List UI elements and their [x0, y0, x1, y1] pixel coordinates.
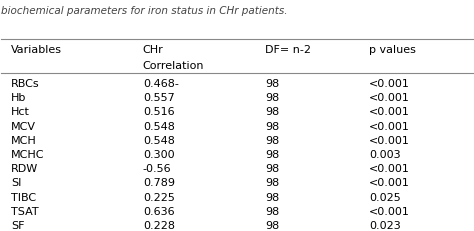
Text: 98: 98 — [265, 107, 280, 117]
Text: 0.548: 0.548 — [143, 136, 174, 146]
Text: <0.001: <0.001 — [369, 107, 410, 117]
Text: 98: 98 — [265, 207, 280, 217]
Text: 0.636: 0.636 — [143, 207, 174, 217]
Text: 0.468-: 0.468- — [143, 79, 179, 89]
Text: <0.001: <0.001 — [369, 93, 410, 103]
Text: 0.789: 0.789 — [143, 179, 175, 188]
Text: Correlation: Correlation — [143, 61, 204, 71]
Text: 0.003: 0.003 — [369, 150, 401, 160]
Text: Hct: Hct — [11, 107, 30, 117]
Text: <0.001: <0.001 — [369, 207, 410, 217]
Text: 98: 98 — [265, 122, 280, 131]
Text: CHr: CHr — [143, 45, 164, 55]
Text: 0.548: 0.548 — [143, 122, 174, 131]
Text: TSAT: TSAT — [11, 207, 38, 217]
Text: SF: SF — [11, 221, 24, 231]
Text: 0.300: 0.300 — [143, 150, 174, 160]
Text: 98: 98 — [265, 221, 280, 231]
Text: biochemical parameters for iron status in CHr patients.: biochemical parameters for iron status i… — [1, 6, 288, 15]
Text: 0.225: 0.225 — [143, 193, 174, 203]
Text: MCHC: MCHC — [11, 150, 44, 160]
Text: MCV: MCV — [11, 122, 36, 131]
Text: 0.025: 0.025 — [369, 193, 401, 203]
Text: SI: SI — [11, 179, 21, 188]
Text: 98: 98 — [265, 193, 280, 203]
Text: <0.001: <0.001 — [369, 179, 410, 188]
Text: 0.228: 0.228 — [143, 221, 175, 231]
Text: <0.001: <0.001 — [369, 136, 410, 146]
Text: 98: 98 — [265, 93, 280, 103]
Text: 0.023: 0.023 — [369, 221, 401, 231]
Text: Hb: Hb — [11, 93, 26, 103]
Text: 98: 98 — [265, 136, 280, 146]
Text: 0.557: 0.557 — [143, 93, 174, 103]
Text: <0.001: <0.001 — [369, 79, 410, 89]
Text: p values: p values — [369, 45, 416, 55]
Text: 98: 98 — [265, 179, 280, 188]
Text: Variables: Variables — [11, 45, 62, 55]
Text: -0.56: -0.56 — [143, 164, 172, 174]
Text: <0.001: <0.001 — [369, 164, 410, 174]
Text: MCH: MCH — [11, 136, 36, 146]
Text: <0.001: <0.001 — [369, 122, 410, 131]
Text: RBCs: RBCs — [11, 79, 39, 89]
Text: DF= n-2: DF= n-2 — [265, 45, 311, 55]
Text: 98: 98 — [265, 164, 280, 174]
Text: 0.516: 0.516 — [143, 107, 174, 117]
Text: 98: 98 — [265, 79, 280, 89]
Text: 98: 98 — [265, 150, 280, 160]
Text: RDW: RDW — [11, 164, 38, 174]
Text: TIBC: TIBC — [11, 193, 36, 203]
